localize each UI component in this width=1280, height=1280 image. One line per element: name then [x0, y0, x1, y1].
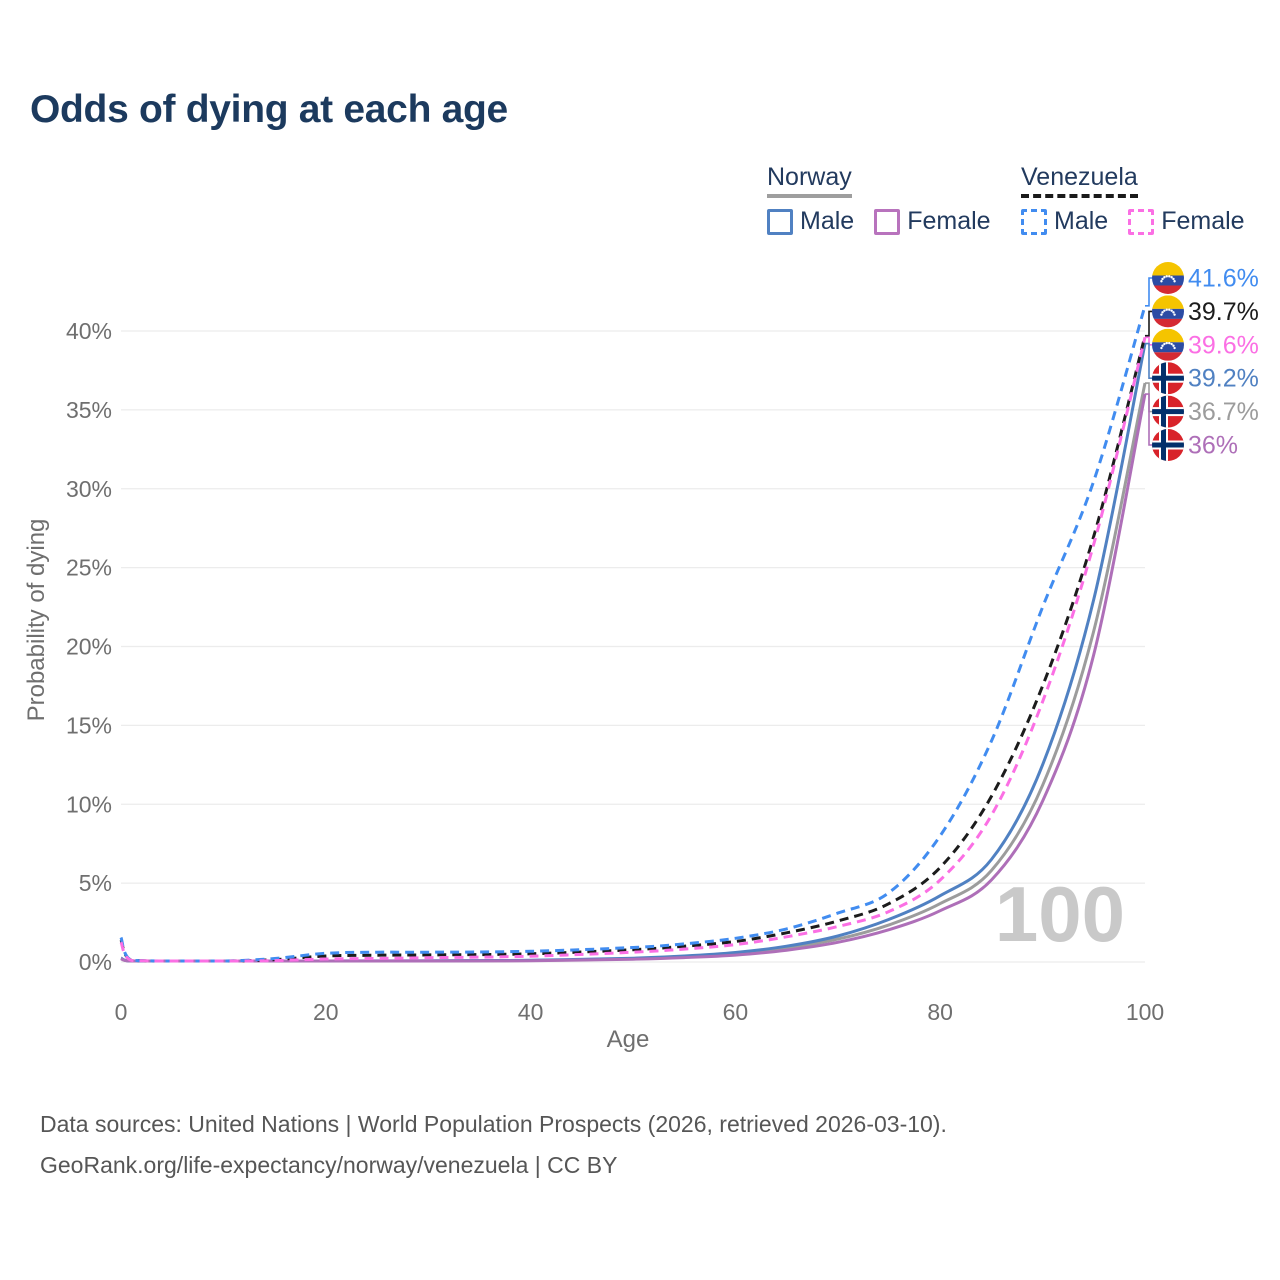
y-tick-label: 30%	[66, 476, 112, 502]
norway-flag-icon	[1152, 395, 1184, 428]
x-tick-label: 80	[927, 999, 953, 1025]
venezuela-flag-icon	[1152, 262, 1184, 294]
legend-country-norway[interactable]: Norway	[767, 163, 852, 198]
venezuela-male-swatch-icon	[1021, 208, 1047, 235]
legend-group-venezuela: Venezuela Male Female	[1021, 163, 1245, 236]
venezuela-flag-icon	[1152, 328, 1184, 361]
end-value-label: 39.6%	[1188, 331, 1259, 359]
leader-line	[1145, 393, 1152, 446]
footer-data-sources: Data sources: United Nations | World Pop…	[40, 1111, 947, 1137]
norway-flag-icon	[1152, 362, 1184, 395]
end-value-label: 39.2%	[1188, 365, 1259, 393]
venezuela-female-swatch-icon	[1128, 208, 1155, 235]
series-line-venezuela-both-sexes	[119, 335, 1147, 963]
legend-group-norway: Norway Male Female	[767, 163, 991, 236]
y-tick-label: 20%	[66, 634, 112, 660]
x-tick-label: 60	[723, 999, 749, 1025]
y-tick-label: 0%	[79, 949, 112, 975]
legend-item-norway-male[interactable]: Male	[767, 207, 854, 236]
y-tick-label: 5%	[79, 870, 112, 896]
x-axis-title: Age	[607, 1026, 650, 1053]
legend-label-venezuela-female: Female	[1161, 207, 1245, 235]
end-value-label: 39.7%	[1188, 298, 1259, 326]
y-tick-label: 25%	[66, 555, 112, 581]
legend-label-norway-male: Male	[800, 207, 855, 235]
y-axis-title: Probability of dying	[23, 519, 50, 722]
y-tick-label: 40%	[66, 318, 112, 344]
leader-line	[1145, 336, 1152, 346]
y-tick-label: 10%	[66, 791, 112, 817]
leader-line	[1145, 310, 1152, 337]
legend-item-venezuela-male[interactable]: Male	[1021, 207, 1108, 236]
legend-item-venezuela-female[interactable]: Female	[1128, 207, 1245, 236]
legend-item-norway-female[interactable]: Female	[874, 207, 991, 236]
legend-country-venezuela[interactable]: Venezuela	[1021, 163, 1138, 198]
y-tick-label: 35%	[66, 397, 112, 423]
x-tick-label: 40	[518, 999, 544, 1025]
series-line-venezuela-female	[119, 336, 1147, 963]
x-tick-label: 20	[313, 999, 339, 1025]
leader-line	[1145, 342, 1152, 379]
leader-line	[1145, 277, 1152, 307]
series-line-norway-female	[120, 393, 1147, 963]
x-tick-label: 0	[115, 999, 128, 1025]
norway-male-swatch-icon	[767, 208, 793, 235]
norway-flag-icon	[1152, 429, 1184, 461]
footer: Data sources: United Nations | World Pop…	[40, 1104, 947, 1186]
page-title: Odds of dying at each age	[30, 88, 508, 131]
end-value-label: 36%	[1188, 432, 1238, 460]
legend-label-venezuela-male: Male	[1054, 207, 1109, 235]
y-tick-label: 15%	[66, 712, 112, 738]
age-watermark: 100	[995, 870, 1125, 958]
legend-label-norway-female: Female	[907, 207, 991, 235]
footer-attribution-link[interactable]: GeoRank.org/life-expectancy/norway/venez…	[40, 1152, 618, 1178]
norway-female-swatch-icon	[874, 208, 901, 235]
venezuela-flag-icon	[1152, 295, 1184, 328]
end-value-label: 36.7%	[1188, 398, 1259, 426]
series-line-norway-both-sexes	[120, 382, 1147, 963]
end-value-label: 41.6%	[1188, 265, 1259, 293]
series-line-venezuela-male	[119, 305, 1147, 963]
x-tick-label: 100	[1126, 999, 1164, 1025]
